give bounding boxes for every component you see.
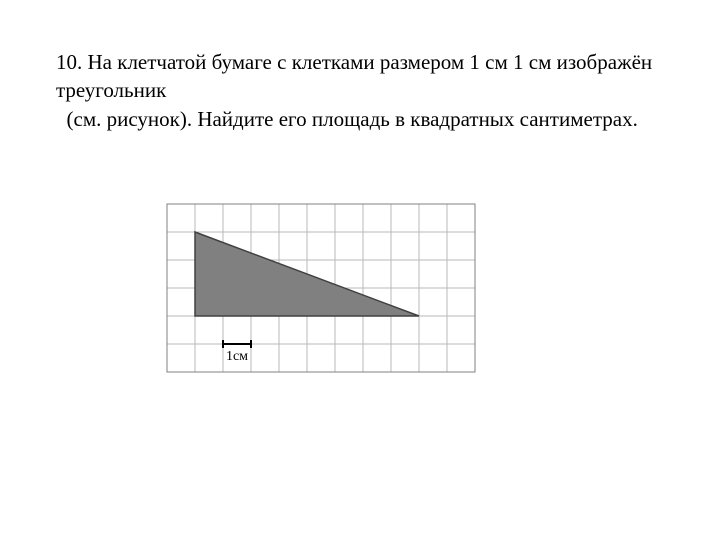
grid-diagram: 1см (166, 203, 476, 373)
problem-statement: 10. На клетчатой бумаге с клетками разме… (56, 48, 680, 133)
figure: 1см (166, 203, 680, 373)
problem-line-1: 10. На клетчатой бумаге с клетками разме… (56, 48, 680, 105)
scale-label: 1см (226, 349, 248, 364)
problem-line-2: (см. рисунок). Найдите его площадь в ква… (56, 105, 680, 133)
